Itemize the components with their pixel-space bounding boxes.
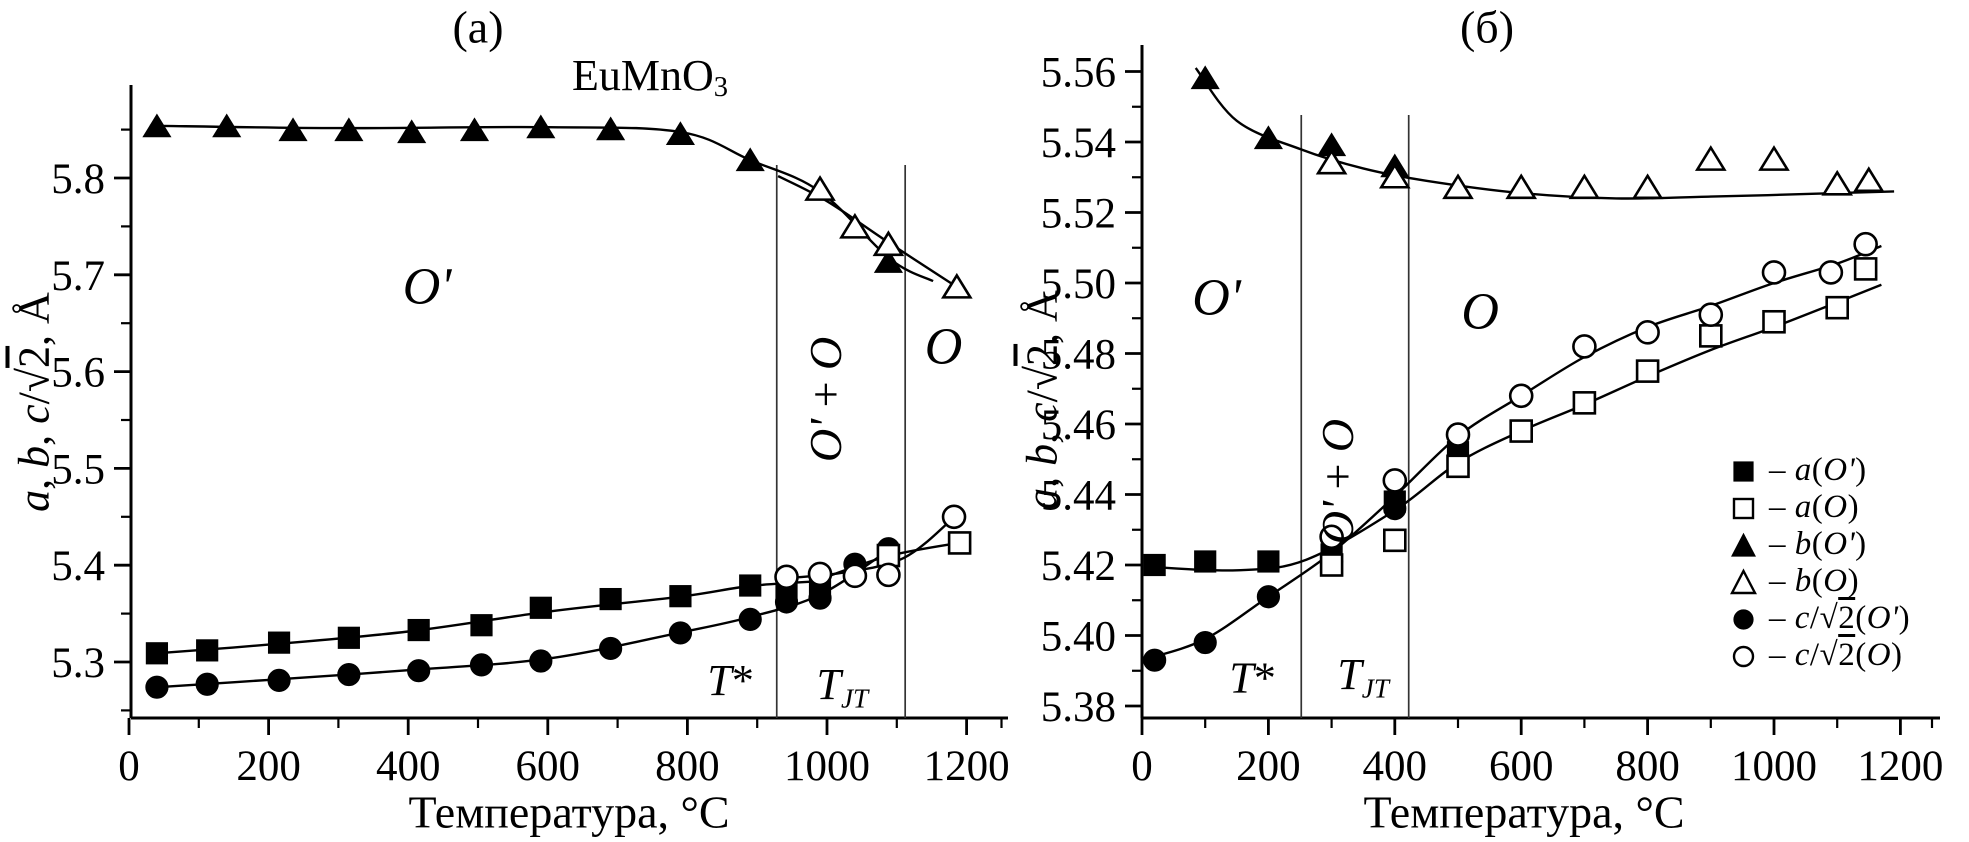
curve-b-O-prime-fit [149, 124, 934, 283]
x-axis-title-a: Температура, °C [408, 786, 730, 838]
phase-region-label: O [1461, 283, 1499, 340]
legend-label: – b(O') [1769, 526, 1867, 562]
legend-marker-filled-circle [1733, 608, 1754, 630]
x-tick-label: 400 [1363, 743, 1428, 790]
legend: – a(O') – a(O) – b(O') – b(O) – c/√2(O')… [1726, 452, 1910, 674]
transition-temperature-label: T* [707, 656, 753, 705]
series-б-open-square [1319, 257, 1878, 577]
legend-marker-open-square [1732, 497, 1755, 519]
legend-marker-open-triangle [1730, 567, 1757, 594]
x-tick-label: 800 [655, 743, 720, 790]
phase-region-label: O' + O [800, 337, 851, 462]
y-tick-label: 5.44 [1041, 473, 1116, 520]
y-tick-label: 5.46 [1041, 402, 1116, 449]
phase-region-label: O [925, 319, 963, 376]
legend-label: – c/√2(O) [1769, 637, 1903, 673]
legend-label: – c/√2(O') [1769, 600, 1911, 636]
y-tick-label: 5.8 [51, 156, 105, 203]
x-tick-label: 200 [1236, 743, 1301, 790]
legend-label: – b(O) [1769, 563, 1860, 599]
x-tick-label: 1200 [924, 743, 1010, 790]
x-tick-label: 600 [1489, 743, 1554, 790]
panel-б: 0 200 400 600 800 1000 1200 5.38 5.40 5.42 5.44 5.4… [1041, 45, 1943, 790]
x-axis-title-b: Температура, °C [1363, 786, 1685, 838]
series-б-filled-triangle [1190, 65, 1410, 178]
y-axis-title-a: a, b, c/√2, Å [9, 292, 59, 512]
transition-temperature-label: T* [1229, 653, 1275, 702]
phase-region-label: O' + O [1312, 419, 1363, 544]
y-tick-label: 5.56 [1041, 50, 1116, 97]
y-tick-label: 5.50 [1041, 261, 1116, 308]
legend-label: – a(O') [1769, 452, 1867, 488]
series-б-open-triangle [1315, 145, 1885, 200]
y-tick-label: 5.40 [1041, 614, 1116, 661]
x-tick-label: 600 [516, 743, 581, 790]
legend-item: – c/√2(O) [1726, 637, 1910, 674]
curve-b-O-fit [777, 175, 959, 289]
panel-a-title: (a) [452, 1, 504, 53]
legend-item: – c/√2(O') [1726, 600, 1910, 637]
y-tick-label: 5.4 [51, 543, 105, 590]
y-tick-label: 5.42 [1041, 543, 1116, 590]
panel-a: 0 200 400 600 800 1000 1200 5.3 5.4 5.5 5.6 5.7 5.8 O… [51, 85, 1010, 790]
y-tick-label: 5.38 [1041, 684, 1116, 731]
phase-region-label: O' [403, 259, 453, 316]
compound-title: EuMnO3 [571, 51, 729, 103]
legend-item: – b(O') [1726, 526, 1910, 563]
legend-item: – a(O') [1726, 452, 1910, 489]
series-a-open-triangle [804, 175, 973, 299]
panel-b-title: (б) [1459, 1, 1515, 53]
legend-item: – a(O) [1726, 489, 1910, 526]
x-tick-label: 1200 [1857, 743, 1943, 790]
transition-temperature-label: TJT [1337, 650, 1391, 704]
x-tick-label: 400 [376, 743, 441, 790]
x-tick-label: 1000 [1731, 743, 1817, 790]
series-a-open-square [876, 531, 972, 568]
axes [114, 85, 1008, 735]
legend-label: – a(O) [1769, 489, 1860, 525]
y-axis-title-b: a, b, c/√2, Å [1017, 290, 1067, 510]
y-tick-label: 5.54 [1041, 120, 1116, 167]
series-a-filled-triangle [142, 113, 903, 273]
x-tick-label: 800 [1615, 743, 1680, 790]
series-б-open-circle [1319, 231, 1878, 550]
series-a-filled-circle [145, 537, 901, 699]
legend-item: – b(O) [1726, 563, 1910, 600]
y-tick-label: 5.48 [1041, 332, 1116, 379]
y-tick-label: 5.6 [51, 350, 105, 397]
y-tick-label: 5.52 [1041, 191, 1116, 238]
y-tick-label: 5.5 [51, 446, 105, 493]
series-a-open-circle [774, 504, 967, 590]
x-tick-label: 0 [118, 743, 140, 790]
x-tick-label: 0 [1131, 743, 1153, 790]
series-б-filled-square [1143, 441, 1470, 577]
legend-marker-open-circle [1732, 645, 1755, 667]
phase-region-label: O' [1192, 269, 1242, 326]
y-tick-label: 5.3 [51, 640, 105, 687]
x-tick-label: 200 [236, 743, 301, 790]
transition-temperature-label: TJT [816, 660, 870, 714]
y-tick-label: 5.7 [51, 253, 105, 300]
axes [1125, 45, 1940, 735]
legend-marker-filled-square [1733, 460, 1754, 482]
x-tick-label: 1000 [784, 743, 870, 790]
legend-marker-filled-triangle [1731, 532, 1756, 557]
